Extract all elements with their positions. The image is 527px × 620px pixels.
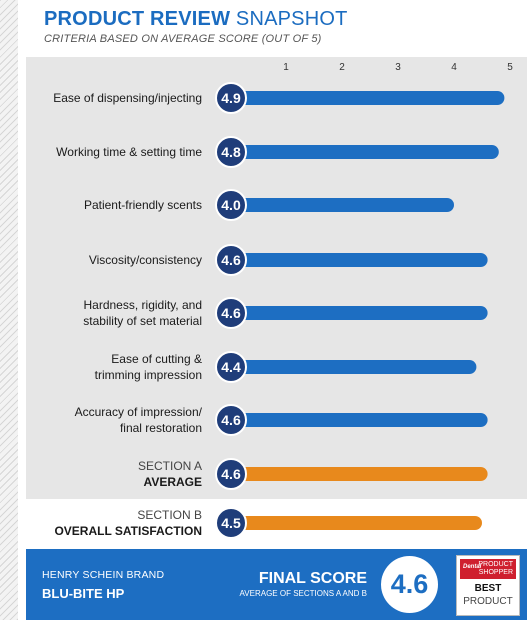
- badge-product-shopper: PRODUCT SHOPPER: [478, 561, 513, 576]
- score-bar: [230, 253, 488, 267]
- label-line: trimming impression: [94, 368, 202, 382]
- score-bar: [230, 198, 454, 212]
- badge-dental-logo: Dental: [463, 564, 482, 570]
- x-tick-label: 1: [283, 62, 289, 73]
- page-subtitle: CRITERIA BASED ON AVERAGE SCORE (OUT OF …: [44, 33, 322, 45]
- score-badge-circle: [215, 297, 247, 329]
- score-bar: [230, 467, 488, 481]
- label-line: final restoration: [119, 421, 202, 435]
- criterion-label: Ease of cutting & trimming impression: [95, 351, 202, 383]
- final-score-circle: 4.6: [381, 556, 438, 613]
- score-badge-circle: [215, 82, 247, 114]
- x-tick-label: 4: [451, 62, 457, 73]
- criterion-label: Patient-friendly scents: [84, 197, 202, 213]
- score-badge-circle: [215, 507, 247, 539]
- score-badge-circle: [215, 244, 247, 276]
- label-line: SECTION A: [137, 459, 202, 473]
- score-badge-circle: [215, 189, 247, 221]
- criterion-label: Ease of dispensing/injecting: [53, 90, 202, 106]
- score-value-label: 4.4: [221, 359, 241, 375]
- x-tick-label: 5: [507, 62, 513, 73]
- product-name: BLU-BITE HP: [42, 586, 125, 601]
- label-line: OVERALL SATISFACTION: [54, 524, 202, 538]
- score-value-label: 4.6: [221, 412, 241, 428]
- badge-best: BEST: [474, 583, 502, 594]
- score-badge-circle: [215, 404, 247, 436]
- score-bar: [230, 516, 482, 530]
- score-bar: [230, 413, 488, 427]
- score-bar: [230, 306, 488, 320]
- label-line: Hardness, rigidity, and: [83, 298, 203, 312]
- score-bar: [230, 91, 505, 105]
- label-line: SECTION B: [137, 508, 202, 522]
- x-tick-label: 3: [395, 62, 401, 73]
- criterion-label: Hardness, rigidity, and stability of set …: [83, 297, 202, 329]
- final-score-title: FINAL SCORE: [258, 570, 367, 587]
- final-score-subtitle: AVERAGE OF SECTIONS A AND B: [239, 589, 367, 598]
- score-value-label: 4.6: [221, 252, 241, 268]
- score-badge-circle: [215, 458, 247, 490]
- score-bar: [230, 145, 499, 159]
- criterion-label: Accuracy of impression/final restoration: [75, 404, 202, 436]
- title-light: SNAPSHOT: [235, 8, 348, 30]
- badge-product: PRODUCT: [463, 596, 513, 607]
- header: PRODUCT REVIEW SNAPSHOT CRITERIA BASED O…: [44, 8, 348, 45]
- label-line: Ease of cutting &: [111, 352, 202, 366]
- section-label: SECTION B OVERALL SATISFACTION: [54, 507, 202, 539]
- brand-label: HENRY SCHEIN BRAND: [42, 569, 165, 581]
- page-title: PRODUCT REVIEW SNAPSHOT: [44, 8, 348, 31]
- label-line: Ease of dispensing/injecting: [53, 91, 202, 105]
- x-tick-label: 2: [339, 62, 345, 73]
- score-value-label: 4.6: [221, 305, 241, 321]
- score-bar: [230, 360, 477, 374]
- score-value-label: 4.9: [221, 90, 241, 106]
- score-value-label: 4.6: [221, 466, 241, 482]
- title-bold: PRODUCT REVIEW: [44, 8, 231, 30]
- bar-chart: 4.9 4.8 4.0 4.6 4.6 4.4 4.6 4.6 4.5: [215, 82, 505, 539]
- label-line: Working time & setting time: [56, 145, 202, 159]
- decorative-hatch-strip: [0, 0, 18, 620]
- badge-banner: Dental PRODUCT SHOPPER: [460, 559, 516, 579]
- criterion-label: Viscosity/consistency: [89, 252, 202, 268]
- score-value-label: 4.8: [221, 144, 241, 160]
- label-line: Viscosity/consistency: [88, 253, 202, 267]
- score-badge-circle: [215, 351, 247, 383]
- label-line: stability of set material: [83, 314, 202, 328]
- criterion-label: Working time & setting time: [56, 144, 202, 160]
- best-product-badge: Dental PRODUCT SHOPPER BEST PRODUCT: [456, 555, 520, 616]
- section-label: SECTION A AVERAGE: [138, 458, 202, 490]
- footer: HENRY SCHEIN BRAND BLU-BITE HP FINAL SCO…: [26, 549, 527, 620]
- label-line: AVERAGE: [143, 475, 202, 489]
- label-line: Patient-friendly scents: [83, 198, 202, 212]
- score-value-label: 4.0: [221, 197, 241, 213]
- score-badge-circle: [215, 136, 247, 168]
- label-line: Accuracy of impression/: [74, 405, 202, 419]
- score-value-label: 4.5: [221, 515, 241, 531]
